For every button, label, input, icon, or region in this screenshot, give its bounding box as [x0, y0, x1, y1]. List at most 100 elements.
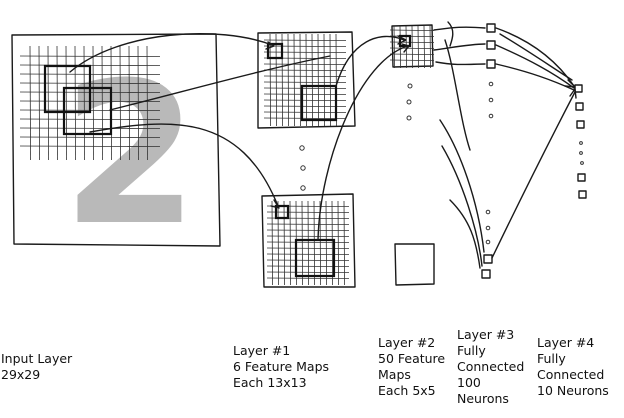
- grid-line: [263, 105, 347, 107]
- grid-line: [393, 25, 395, 69]
- grid-line: [263, 93, 347, 95]
- layer4-neurons: [574, 84, 587, 199]
- layer1-feature-map-top: [257, 31, 356, 129]
- layer2-feature-map-bottom: [394, 243, 435, 286]
- layer3-neurons: [481, 23, 496, 279]
- grid-line: [301, 200, 303, 286]
- grid-line: [411, 25, 413, 69]
- grid-line: [329, 33, 331, 127]
- input-layer-caption: Input Layer 29x29: [1, 351, 72, 383]
- layer4-count: 10 Neurons: [537, 383, 609, 398]
- grid-line: [263, 69, 347, 71]
- input-receptive-field-1: [43, 64, 92, 114]
- layer1-caption: Layer #1 6 Feature Maps Each 13x13: [233, 343, 329, 391]
- grid-line: [429, 25, 431, 69]
- grid-line: [92, 45, 94, 161]
- layer4-desc-1: Fully: [537, 351, 566, 366]
- layer2-size: Each 5x5: [378, 383, 436, 398]
- connection-curves: [69, 33, 410, 241]
- grid-line: [283, 200, 285, 286]
- grid-line: [263, 51, 347, 53]
- layer1-grid-top: [263, 33, 347, 127]
- layer3-unit: Neurons: [457, 391, 509, 406]
- layer3-desc-2: Connected: [457, 359, 525, 374]
- layer3-title: Layer #3: [457, 327, 515, 342]
- grid-line: [331, 200, 333, 286]
- input-digit: 2: [62, 41, 198, 269]
- grid-line: [307, 200, 309, 286]
- grid-line: [343, 200, 345, 286]
- cnn-architecture-diagram: 2: [11, 21, 587, 288]
- input-layer-frame: [11, 33, 221, 247]
- grid-line: [325, 200, 327, 286]
- grid-line: [311, 33, 313, 127]
- layer1-ellipsis: [299, 145, 306, 191]
- layer2-title: Layer #2: [378, 335, 436, 350]
- grid-line: [146, 45, 149, 161]
- grid-line: [263, 111, 347, 113]
- input-layer-size: 29x29: [1, 367, 41, 382]
- grid-line: [266, 277, 350, 279]
- layer4-desc-2: Connected: [537, 367, 605, 382]
- grid-line: [277, 200, 279, 286]
- grid-line: [289, 200, 291, 286]
- layer2-desc-2: Maps: [378, 367, 411, 382]
- layer4-title: Layer #4: [537, 335, 595, 350]
- layer2-desc-1: 50 Feature: [378, 351, 446, 366]
- layer4-caption: Layer #4 Fully Connected 10 Neurons: [537, 335, 609, 399]
- grid-line: [305, 33, 307, 127]
- grid-line: [423, 25, 425, 69]
- grid-line: [263, 87, 347, 89]
- grid-line: [56, 45, 58, 161]
- input-receptive-field-2: [62, 86, 113, 136]
- grid-line: [263, 117, 347, 119]
- grid-line: [19, 55, 161, 57]
- grid-line: [317, 33, 319, 127]
- layer1-desc: 6 Feature Maps: [233, 359, 330, 374]
- grid-line: [266, 271, 350, 273]
- input-layer-title: Input Layer: [1, 351, 73, 366]
- grid-line: [389, 53, 435, 55]
- layer1-title: Layer #1: [233, 343, 291, 358]
- grid-line: [19, 127, 161, 130]
- layer1-size: Each 13x13: [233, 375, 307, 390]
- layer1-kernel-top: [266, 42, 338, 122]
- layer1-grid-bottom: [266, 200, 350, 286]
- grid-line: [19, 136, 161, 139]
- grid-line: [266, 259, 350, 261]
- layer3-desc-1: Fully: [457, 343, 486, 358]
- grid-line: [323, 33, 325, 127]
- grid-line: [263, 63, 347, 65]
- grid-line: [19, 145, 161, 148]
- layer1-kernel-bottom: [274, 204, 336, 278]
- layer3-caption: Layer #3 Fully Connected 100 Neurons: [457, 327, 524, 407]
- grid-line: [313, 200, 315, 286]
- grid-line: [299, 33, 301, 127]
- grid-line: [47, 45, 49, 161]
- grid-line: [263, 81, 347, 83]
- grid-line: [128, 45, 131, 161]
- grid-line: [263, 75, 347, 77]
- grid-line: [266, 265, 350, 267]
- layer2-caption: Layer #2 50 Feature Maps Each 5x5: [378, 335, 445, 399]
- layer3-to-layer4-connections: [491, 27, 577, 259]
- grid-line: [287, 33, 289, 127]
- grid-line: [38, 45, 40, 161]
- grid-line: [275, 33, 277, 127]
- layer2-to-layer3-connections: [433, 21, 486, 269]
- grid-line: [389, 59, 435, 61]
- grid-line: [293, 33, 295, 127]
- grid-line: [29, 45, 31, 161]
- grid-line: [263, 99, 347, 101]
- grid-line: [263, 45, 347, 47]
- layer3-count: 100: [457, 375, 481, 390]
- layer2-ellipsis: [406, 83, 413, 121]
- grid-line: [119, 45, 121, 161]
- grid-line: [269, 33, 271, 127]
- grid-line: [19, 118, 161, 120]
- grid-line: [417, 25, 419, 69]
- grid-line: [337, 200, 339, 286]
- layer2-grid-top: [389, 25, 435, 69]
- grid-line: [263, 39, 347, 41]
- grid-line: [271, 200, 273, 286]
